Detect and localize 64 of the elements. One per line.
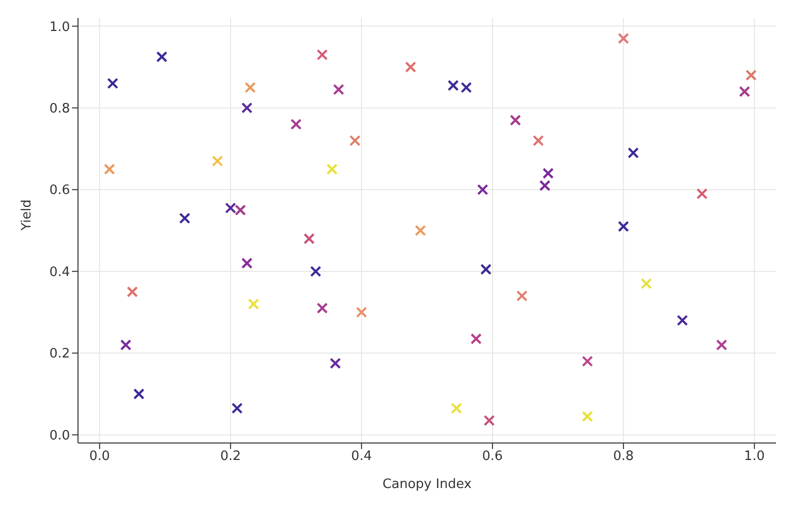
y-tick-label: 0.4 bbox=[49, 264, 70, 280]
point bbox=[133, 388, 144, 400]
point bbox=[224, 202, 236, 214]
x-tick-label: 0.6 bbox=[482, 449, 503, 464]
point bbox=[542, 168, 554, 179]
point bbox=[316, 49, 328, 60]
point bbox=[107, 78, 118, 89]
point bbox=[244, 82, 256, 94]
point bbox=[120, 339, 132, 351]
y-tick-label: 1.0 bbox=[49, 20, 70, 35]
point bbox=[179, 212, 190, 224]
x-tick-label: 1.0 bbox=[744, 449, 765, 464]
x-tick-label: 0.0 bbox=[89, 449, 110, 464]
x-axis-title: Canopy Index bbox=[382, 477, 472, 492]
point bbox=[414, 224, 426, 236]
point bbox=[746, 70, 757, 81]
point bbox=[212, 155, 224, 167]
point bbox=[349, 134, 361, 146]
point bbox=[232, 402, 243, 414]
point bbox=[248, 298, 260, 310]
point bbox=[356, 306, 368, 318]
point bbox=[510, 114, 521, 126]
point bbox=[484, 414, 495, 426]
point bbox=[290, 118, 302, 130]
point bbox=[330, 358, 341, 369]
point bbox=[405, 61, 416, 73]
point bbox=[126, 286, 138, 298]
point bbox=[480, 264, 492, 275]
point bbox=[470, 333, 482, 344]
point bbox=[582, 356, 594, 367]
y-tick-label: 0.2 bbox=[49, 346, 70, 362]
point bbox=[477, 184, 488, 196]
y-axis-title: Yield bbox=[20, 200, 35, 232]
point bbox=[333, 84, 344, 96]
point bbox=[450, 402, 462, 414]
point bbox=[104, 164, 116, 175]
point bbox=[516, 290, 528, 302]
point bbox=[640, 278, 652, 290]
x-tick-label: 0.4 bbox=[351, 449, 372, 464]
point bbox=[539, 180, 550, 192]
point bbox=[676, 314, 688, 326]
point bbox=[310, 266, 322, 277]
y-tick-label: 0.0 bbox=[49, 428, 70, 444]
point bbox=[628, 147, 639, 158]
x-tick-label: 0.8 bbox=[613, 449, 634, 464]
point bbox=[156, 51, 168, 62]
point bbox=[716, 339, 728, 351]
y-tick-label: 0.8 bbox=[49, 102, 70, 117]
point bbox=[326, 164, 338, 175]
point bbox=[234, 204, 246, 216]
point bbox=[696, 188, 708, 200]
point bbox=[738, 86, 750, 98]
x-tick-label: 0.2 bbox=[220, 449, 241, 464]
point bbox=[618, 220, 630, 232]
point bbox=[241, 258, 253, 269]
point bbox=[316, 302, 328, 314]
point bbox=[460, 82, 472, 94]
point bbox=[618, 32, 630, 44]
point bbox=[448, 80, 459, 92]
y-tick-label: 0.6 bbox=[49, 183, 70, 198]
point bbox=[582, 410, 594, 422]
point bbox=[532, 134, 544, 146]
point bbox=[241, 102, 253, 114]
point bbox=[304, 233, 315, 244]
